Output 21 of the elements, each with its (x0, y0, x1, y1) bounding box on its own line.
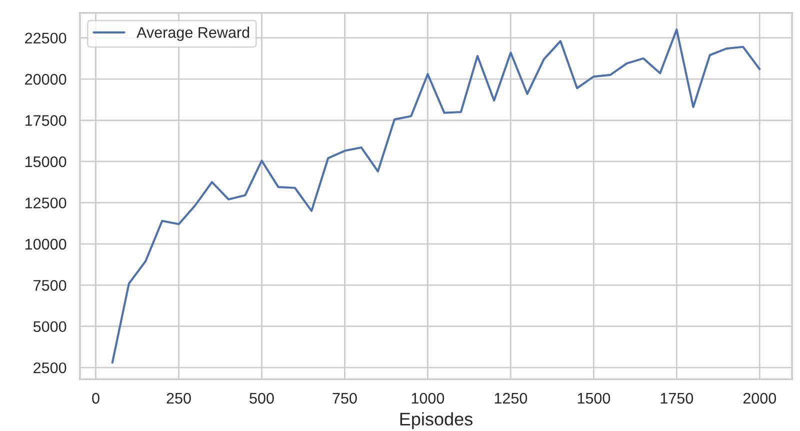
y-tick-label: 17500 (25, 115, 66, 126)
x-tick-label: 1000 (412, 392, 444, 404)
x-tick-label: 1750 (660, 392, 694, 404)
y-tick-label: 15000 (25, 156, 66, 168)
y-tick-label: 10000 (25, 238, 66, 250)
x-tick-label: 250 (166, 392, 191, 404)
x-tick-label: 500 (250, 392, 274, 404)
legend-label: Average Reward (136, 26, 250, 41)
line-series (111, 28, 761, 364)
x-tick-label: 1500 (578, 392, 610, 404)
y-tick-label: 5000 (33, 321, 66, 332)
y-tick-label: 20000 (25, 74, 66, 85)
x-tick-label: 2000 (743, 392, 776, 404)
y-tick-label: 7500 (34, 280, 66, 291)
x-tick-label: 1250 (494, 392, 528, 404)
x-tick-label: 750 (332, 392, 357, 404)
y-tick-label: 2500 (34, 362, 66, 374)
y-tick-label: 12500 (25, 198, 66, 208)
y-tick-label: 22500 (25, 32, 66, 44)
x-tick-label: 0 (92, 392, 100, 404)
x-axis-title: Episodes (400, 412, 472, 430)
